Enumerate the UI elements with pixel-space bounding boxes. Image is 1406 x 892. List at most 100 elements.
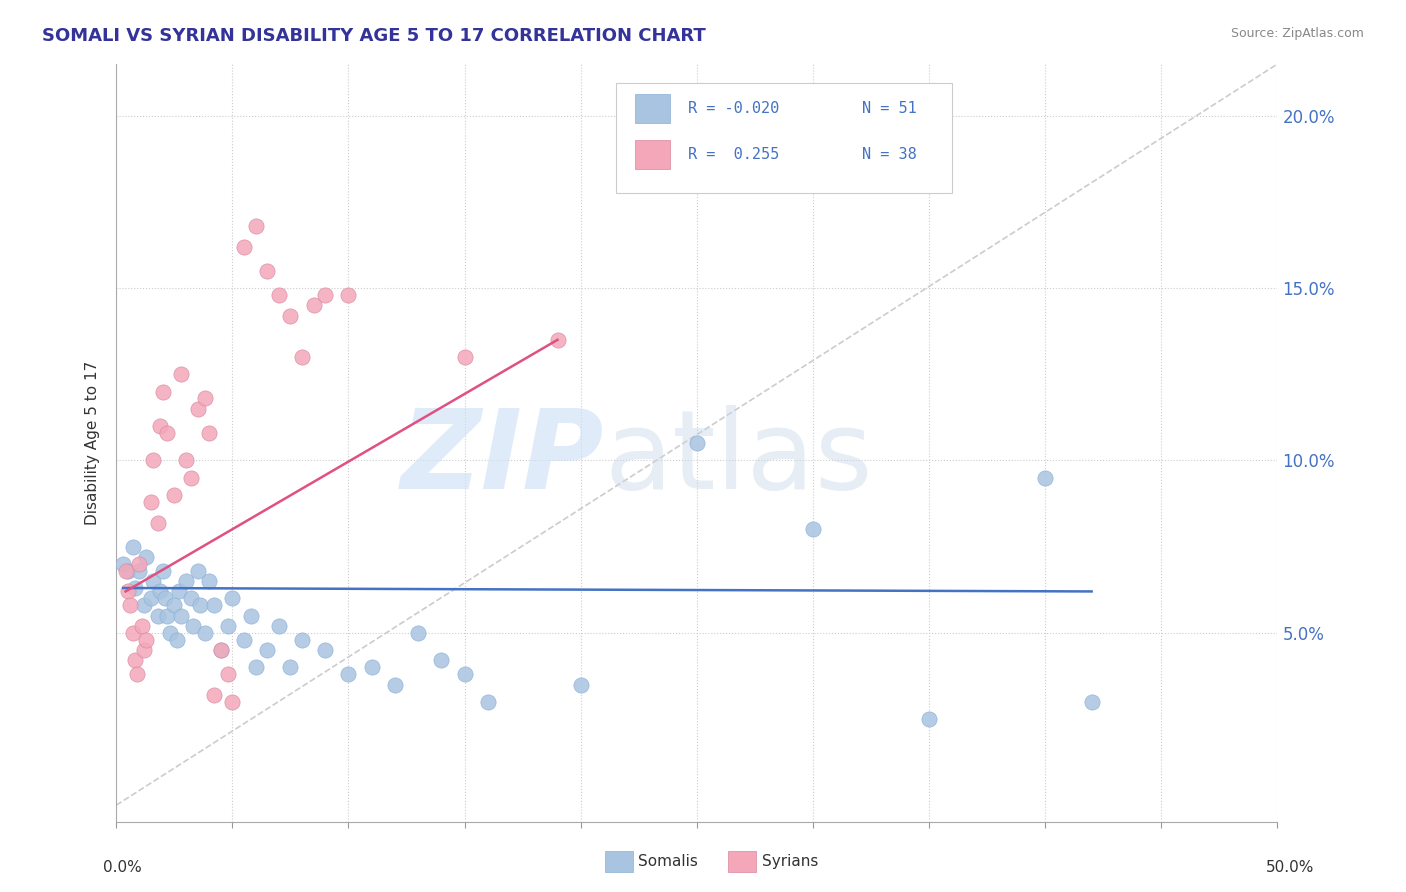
Point — [1033, 471, 1056, 485]
Point — [801, 522, 824, 536]
Text: R =  0.255: R = 0.255 — [688, 147, 779, 161]
Point — [159, 625, 181, 640]
Point — [174, 453, 197, 467]
Point — [233, 632, 256, 647]
Point — [163, 488, 186, 502]
Text: N = 38: N = 38 — [862, 147, 917, 161]
Point — [142, 574, 165, 588]
Point — [128, 557, 150, 571]
Point — [152, 384, 174, 399]
Point — [314, 643, 336, 657]
Point — [245, 660, 267, 674]
Point — [170, 368, 193, 382]
Point — [239, 608, 262, 623]
Point — [181, 619, 204, 633]
Point — [149, 584, 172, 599]
Point — [149, 419, 172, 434]
Point — [314, 288, 336, 302]
Text: Syrians: Syrians — [762, 855, 818, 869]
Point — [134, 643, 156, 657]
Point — [291, 350, 314, 364]
Point — [127, 667, 149, 681]
Point — [202, 599, 225, 613]
Point — [337, 288, 360, 302]
Point — [202, 688, 225, 702]
Point — [156, 425, 179, 440]
Point — [170, 608, 193, 623]
Point — [112, 557, 135, 571]
Point — [124, 581, 146, 595]
Y-axis label: Disability Age 5 to 17: Disability Age 5 to 17 — [86, 361, 100, 525]
Point — [686, 436, 709, 450]
Point — [198, 425, 221, 440]
Point — [217, 667, 239, 681]
Point — [233, 240, 256, 254]
Point — [384, 677, 406, 691]
Text: R = -0.020: R = -0.020 — [688, 102, 779, 116]
Point — [547, 333, 569, 347]
Point — [918, 712, 941, 726]
Point — [193, 392, 215, 406]
Point — [114, 564, 136, 578]
Point — [117, 584, 139, 599]
Point — [135, 549, 157, 564]
Point — [146, 608, 169, 623]
Point — [245, 219, 267, 233]
Point — [569, 677, 592, 691]
Point — [453, 667, 475, 681]
Text: 50.0%: 50.0% — [1267, 860, 1315, 874]
Text: SOMALI VS SYRIAN DISABILITY AGE 5 TO 17 CORRELATION CHART: SOMALI VS SYRIAN DISABILITY AGE 5 TO 17 … — [42, 27, 706, 45]
Text: Source: ZipAtlas.com: Source: ZipAtlas.com — [1230, 27, 1364, 40]
Point — [256, 643, 278, 657]
Point — [406, 625, 429, 640]
Point — [302, 298, 325, 312]
Text: N = 51: N = 51 — [862, 102, 917, 116]
Point — [128, 564, 150, 578]
Point — [360, 660, 382, 674]
FancyBboxPatch shape — [636, 140, 671, 169]
Text: 0.0%: 0.0% — [103, 860, 142, 874]
Point — [180, 471, 202, 485]
Point — [124, 653, 146, 667]
Point — [209, 643, 232, 657]
Point — [1080, 695, 1102, 709]
Point — [291, 632, 314, 647]
Point — [146, 516, 169, 530]
Point — [221, 591, 243, 606]
Point — [135, 632, 157, 647]
Point — [198, 574, 221, 588]
Point — [188, 599, 211, 613]
FancyBboxPatch shape — [616, 83, 952, 193]
Point — [337, 667, 360, 681]
Point — [174, 574, 197, 588]
Point — [131, 619, 153, 633]
Point — [256, 264, 278, 278]
Point — [180, 591, 202, 606]
Point — [142, 453, 165, 467]
Point — [187, 564, 209, 578]
Point — [477, 695, 499, 709]
Point — [163, 599, 186, 613]
Point — [193, 625, 215, 640]
Point — [187, 401, 209, 416]
Point — [453, 350, 475, 364]
Text: atlas: atlas — [605, 405, 873, 512]
Point — [139, 591, 162, 606]
Text: ZIP: ZIP — [401, 405, 605, 512]
Point — [134, 599, 156, 613]
Point — [209, 643, 232, 657]
Point — [121, 625, 143, 640]
Point — [167, 584, 190, 599]
Point — [156, 608, 179, 623]
Point — [280, 660, 302, 674]
Text: Somalis: Somalis — [638, 855, 699, 869]
Point — [267, 288, 290, 302]
Point — [139, 495, 162, 509]
Point — [217, 619, 239, 633]
Point — [267, 619, 290, 633]
Point — [430, 653, 453, 667]
Point — [280, 309, 302, 323]
Point — [153, 591, 176, 606]
FancyBboxPatch shape — [636, 95, 671, 123]
Point — [221, 695, 243, 709]
